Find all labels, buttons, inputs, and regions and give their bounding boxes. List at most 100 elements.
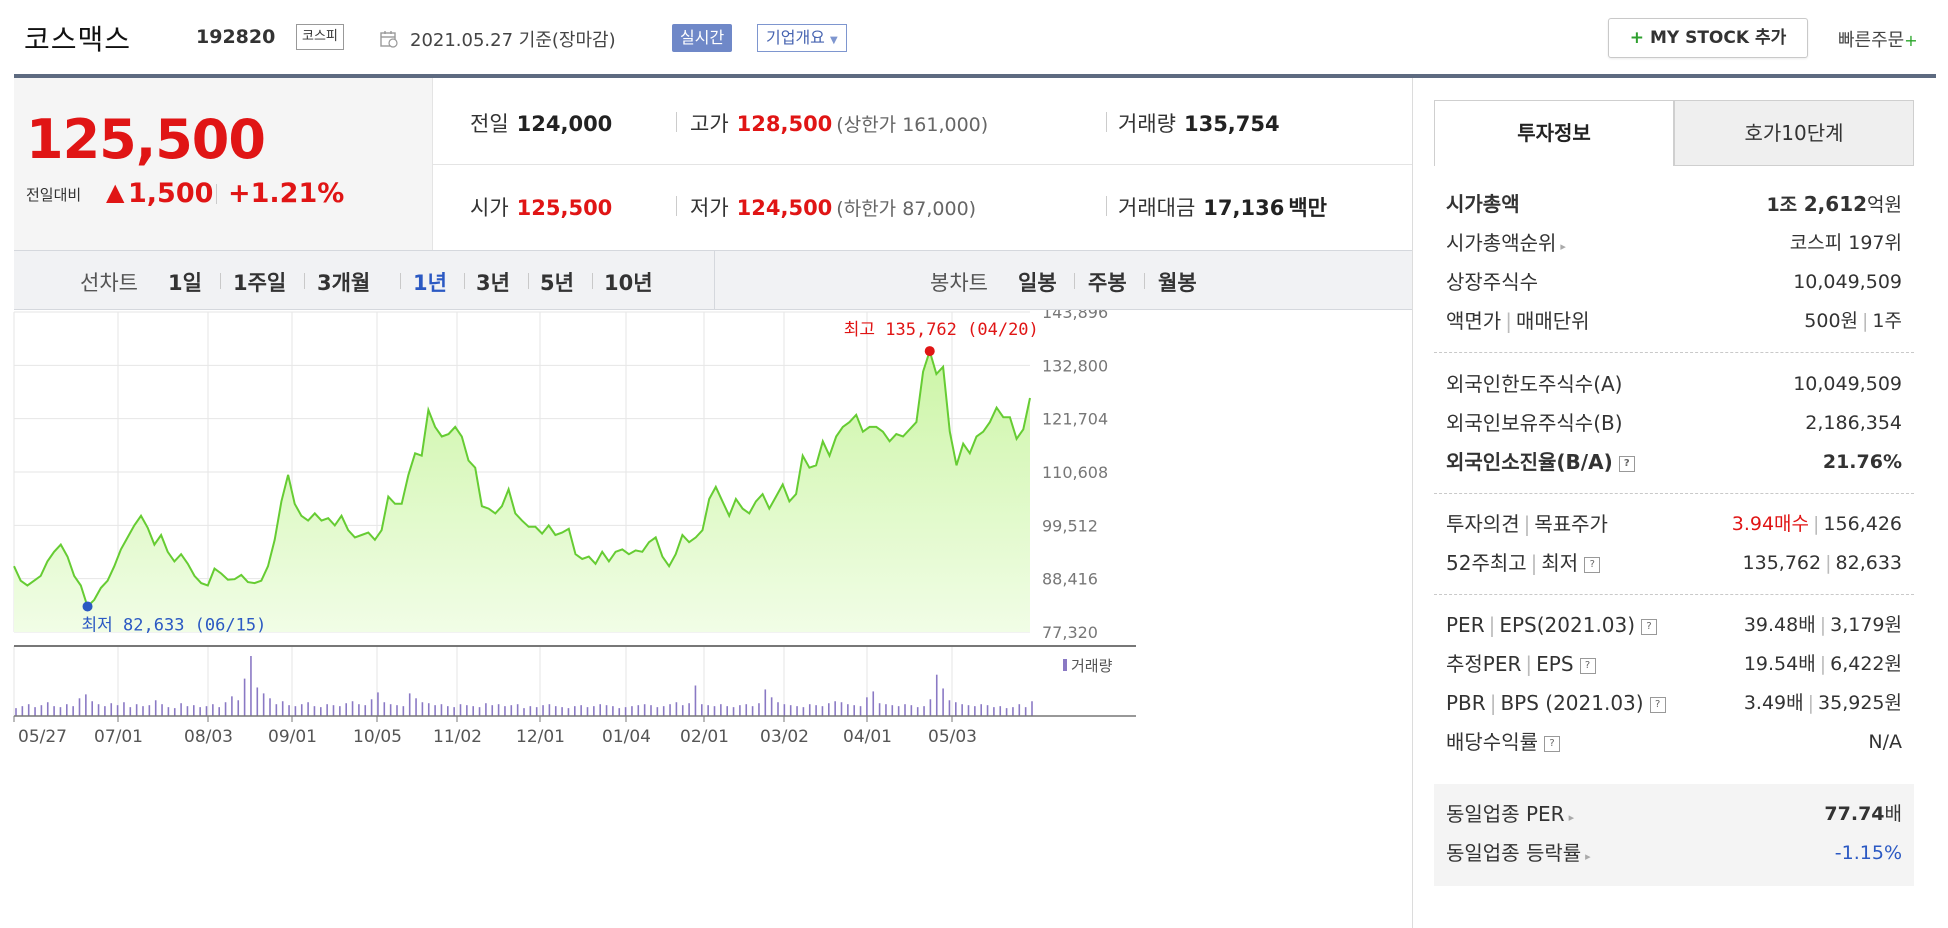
opinion-label-b: 목표주가 bbox=[1534, 512, 1608, 536]
row-sector-rate[interactable]: 동일업종 등락률 ▸ -1.15% bbox=[1446, 837, 1902, 869]
current-price: 125,500 bbox=[26, 108, 266, 171]
period-10y[interactable]: 10년 bbox=[604, 271, 653, 295]
amount-unit: 백만 bbox=[1288, 196, 1327, 220]
divider bbox=[1106, 112, 1107, 132]
candle-monthly[interactable]: 월봉 bbox=[1158, 271, 1197, 295]
calendar-icon bbox=[380, 31, 398, 48]
foreign-ratio-label-text: 외국인소진율(B/A) bbox=[1446, 450, 1613, 474]
row-52week: 52주최고 | 최저? 135,762 | 82,633 bbox=[1446, 547, 1902, 579]
period-1y[interactable]: 1년 bbox=[413, 271, 447, 295]
volume-value: 135,754 bbox=[1183, 112, 1280, 136]
opinion-value: 3.94매수 | 156,426 bbox=[1731, 513, 1902, 535]
row-foreign-limit: 외국인한도주식수(A) 10,049,509 bbox=[1446, 368, 1902, 400]
help-icon[interactable]: ? bbox=[1649, 696, 1666, 713]
tab-order-book[interactable]: 호가10단계 bbox=[1674, 100, 1914, 166]
row-opinion: 투자의견 | 목표주가 3.94매수 | 156,426 bbox=[1446, 508, 1902, 540]
change-value: 1,500 bbox=[128, 178, 214, 209]
par-value-value: 500원 | 1주 bbox=[1804, 310, 1902, 332]
y-tick-label: 88,416 bbox=[1042, 570, 1098, 589]
add-my-stock-button[interactable]: + MY STOCK 추가 bbox=[1608, 18, 1808, 58]
quote-low: 저가 124,500 (하한가 87,000) bbox=[690, 192, 976, 222]
line-chart-label: 선차트 bbox=[80, 271, 138, 295]
period-3m[interactable]: 3개월 bbox=[317, 271, 371, 295]
sector-section bbox=[1434, 784, 1914, 886]
high-point bbox=[924, 346, 935, 357]
foreign-limit-label: 외국인한도주식수(A) bbox=[1446, 372, 1623, 396]
x-tick-label: 08/03 bbox=[184, 727, 233, 747]
prev-close-label: 전일 bbox=[470, 112, 509, 136]
divider bbox=[1144, 273, 1145, 289]
row-per: PER | EPS(2021.03)? 39.48배 | 3,179원 bbox=[1446, 609, 1902, 641]
market-cap-trillion: 1조 bbox=[1766, 194, 1804, 216]
dividend-value: N/A bbox=[1868, 731, 1902, 753]
row-market-cap: 시가총액 1조 2,612억원 bbox=[1446, 188, 1902, 220]
week52-high-label: 52주최고 bbox=[1446, 551, 1527, 575]
stock-header: 코스맥스 192820 코스피 2021.05.27 기준(장마감) 실시간 기… bbox=[0, 0, 1948, 76]
tab-investment-info[interactable]: 투자정보 bbox=[1434, 100, 1674, 166]
x-tick-label: 07/01 bbox=[94, 727, 143, 747]
low-label: 최저 82,633 (06/15) bbox=[82, 615, 267, 635]
divider bbox=[714, 251, 715, 309]
divider bbox=[676, 112, 677, 132]
price-chart[interactable]: 143,896 132,800 121,704 110,608 99,512 88,416… bbox=[0, 310, 1412, 928]
row-listed-shares: 상장주식수 10,049,509 bbox=[1446, 266, 1902, 298]
row-market-cap-rank[interactable]: 시가총액순위 ▸ 코스피 197위 bbox=[1446, 227, 1902, 259]
row-sector-per[interactable]: 동일업종 PER ▸ 77.74배 bbox=[1446, 798, 1902, 830]
market-cap-value: 1조 2,612억원 bbox=[1766, 188, 1902, 221]
period-1w[interactable]: 1주일 bbox=[233, 271, 287, 295]
foreign-holdings-label: 외국인보유주식수(B) bbox=[1446, 411, 1623, 435]
high-label: 고가 bbox=[690, 112, 729, 136]
price-area bbox=[14, 351, 1030, 632]
period-3y[interactable]: 3년 bbox=[476, 271, 510, 295]
help-icon[interactable]: ? bbox=[1584, 556, 1601, 573]
row-foreign-ratio: 외국인소진율(B/A)? 21.76% bbox=[1446, 446, 1902, 478]
company-overview-dropdown[interactable]: 기업개요 ▼ bbox=[757, 24, 847, 52]
help-icon[interactable]: ? bbox=[1618, 455, 1635, 472]
est-per-label-a: 추정PER bbox=[1446, 652, 1522, 676]
est-per-value: 19.54배 | 6,422원 bbox=[1743, 653, 1902, 675]
plus-icon: + bbox=[1904, 31, 1918, 50]
quick-order-button[interactable]: 빠른주문+ bbox=[1838, 26, 1918, 52]
quote-open: 시가 125,500 bbox=[470, 192, 612, 222]
y-tick-label: 77,320 bbox=[1042, 623, 1098, 642]
candle-daily[interactable]: 일봉 bbox=[1018, 271, 1057, 295]
est-per-label: 추정PER | EPS? bbox=[1446, 648, 1596, 680]
panel-divider bbox=[1412, 78, 1413, 928]
candle-weekly[interactable]: 주봉 bbox=[1088, 271, 1127, 295]
price-line bbox=[13, 347, 1031, 609]
low-label: 저가 bbox=[690, 196, 729, 220]
period-1d[interactable]: 1일 bbox=[168, 271, 202, 295]
period-5y[interactable]: 5년 bbox=[540, 271, 574, 295]
foreign-holdings-value: 2,186,354 bbox=[1805, 412, 1902, 434]
divider bbox=[676, 196, 677, 216]
chart-period-bar: 선차트 1일 1주일 3개월 1년 3년 5년 10년 봉차트 일봉 주봉 월봉 bbox=[14, 250, 1412, 310]
target-price-value: 156,426 bbox=[1823, 513, 1902, 535]
help-icon[interactable]: ? bbox=[1544, 735, 1560, 752]
per-label-b: EPS(2021.03) bbox=[1499, 613, 1636, 637]
market-badge: 코스피 bbox=[296, 24, 344, 50]
realtime-button[interactable]: 실시간 bbox=[672, 24, 733, 52]
market-cap-label: 시가총액 bbox=[1446, 192, 1520, 216]
divider bbox=[592, 273, 593, 289]
sector-per-label: 동일업종 PER ▸ bbox=[1446, 798, 1574, 834]
help-icon[interactable]: ? bbox=[1641, 618, 1658, 635]
divider bbox=[216, 184, 217, 204]
foreign-ratio-value: 21.76% bbox=[1822, 451, 1902, 473]
x-tick-label: 05/03 bbox=[928, 727, 977, 747]
market-cap-rank-label: 시가총액순위 ▸ bbox=[1446, 227, 1566, 263]
divider bbox=[1074, 273, 1075, 289]
pbr-value: 3.49배 | 35,925원 bbox=[1743, 692, 1902, 714]
upper-limit: (상한가 161,000) bbox=[836, 114, 989, 136]
market-cap-billion: 2,612 bbox=[1803, 192, 1868, 216]
y-tick-label: 143,896 bbox=[1042, 310, 1108, 322]
pbr-label: PBR | BPS (2021.03)? bbox=[1446, 687, 1666, 719]
dividend-label-text: 배당수익률 bbox=[1446, 730, 1538, 754]
y-tick-label: 121,704 bbox=[1042, 410, 1108, 429]
amount-label: 거래대금 bbox=[1118, 196, 1196, 220]
par-value-label: 액면가 | 매매단위 bbox=[1446, 309, 1590, 333]
par-value-a: 500원 bbox=[1804, 310, 1859, 332]
opinion-label-a: 투자의견 bbox=[1446, 512, 1520, 536]
company-overview-label: 기업개요 bbox=[766, 28, 825, 47]
divider bbox=[1434, 352, 1914, 353]
help-icon[interactable]: ? bbox=[1579, 657, 1596, 674]
